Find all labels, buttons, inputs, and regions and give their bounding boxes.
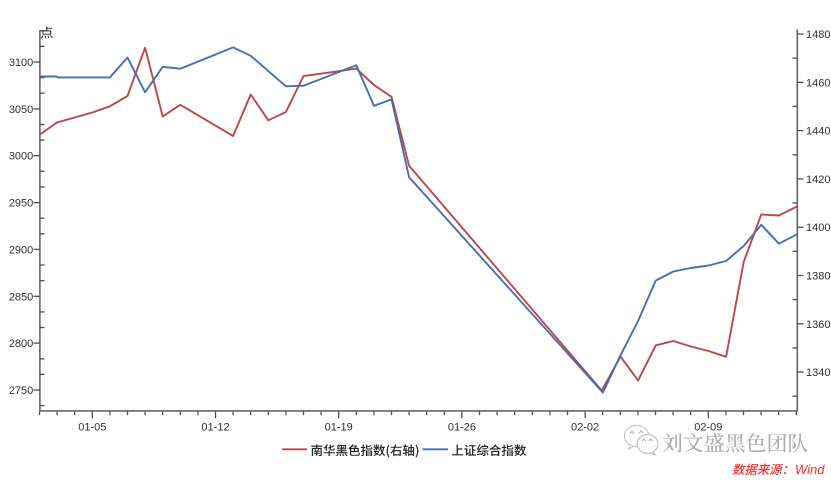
svg-text:3050: 3050 xyxy=(9,104,33,116)
svg-text:3100: 3100 xyxy=(9,57,33,69)
svg-text:Wind: Wind xyxy=(795,462,825,477)
svg-text:01-26: 01-26 xyxy=(448,421,476,433)
svg-text:1380: 1380 xyxy=(806,271,830,283)
svg-text:2850: 2850 xyxy=(9,291,33,303)
svg-text:1440: 1440 xyxy=(806,126,830,138)
svg-text:01-19: 01-19 xyxy=(325,421,353,433)
svg-text:02-02: 02-02 xyxy=(571,421,599,433)
svg-text:2900: 2900 xyxy=(9,244,33,256)
svg-text:01-05: 01-05 xyxy=(78,421,106,433)
svg-text:1420: 1420 xyxy=(806,174,830,186)
svg-text:02-09: 02-09 xyxy=(694,421,722,433)
svg-text:1480: 1480 xyxy=(806,29,830,41)
svg-text:01-12: 01-12 xyxy=(201,421,229,433)
svg-text:3000: 3000 xyxy=(9,151,33,163)
svg-text:1460: 1460 xyxy=(806,77,830,89)
svg-text:1340: 1340 xyxy=(806,367,830,379)
svg-text:2800: 2800 xyxy=(9,338,33,350)
svg-text:2950: 2950 xyxy=(9,198,33,210)
svg-text:1360: 1360 xyxy=(806,319,830,331)
svg-text:1400: 1400 xyxy=(806,222,830,234)
svg-text:2750: 2750 xyxy=(9,385,33,397)
